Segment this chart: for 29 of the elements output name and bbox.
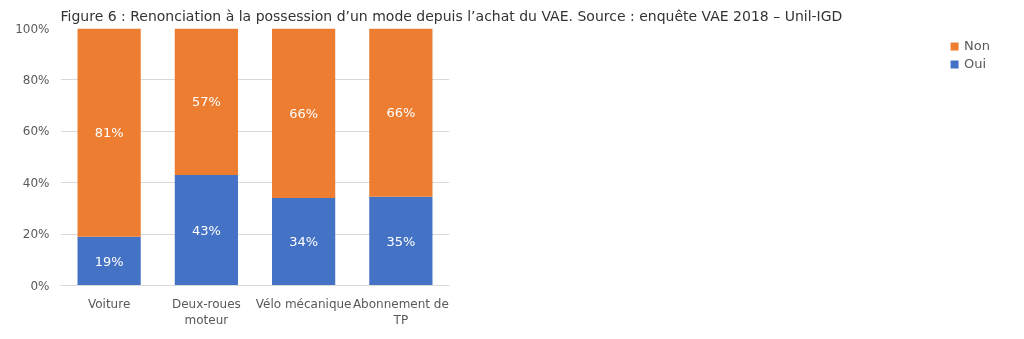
x-tick-label: Deux-roues moteur — [171, 296, 241, 328]
chart-title: Figure 6 : Renonciation à la possession d’un mode depuis l’achat du VAE. Source : enquête VAE 2018 – Unil-IGD — [60, 7, 843, 24]
text: 66% — [386, 105, 416, 121]
bar — [174, 174, 238, 286]
y-tick-label: 40% — [22, 175, 50, 190]
y-tick-label: 20% — [22, 227, 50, 242]
y-tick-label: 100% — [15, 21, 50, 36]
bar — [272, 198, 336, 286]
text: 34% — [289, 234, 319, 250]
x-tick-label: Voiture — [87, 296, 131, 311]
text: 57% — [191, 94, 221, 110]
x-tick-label: Abonnement de TP — [352, 296, 449, 328]
legend-label: Non — [964, 38, 990, 53]
legend-label: Oui — [964, 56, 987, 71]
text: 43% — [191, 222, 221, 238]
y-tick-label: 0% — [30, 278, 50, 293]
y-tick-label: 60% — [22, 124, 50, 139]
x-tick-label: Vélo mécanique — [255, 296, 352, 311]
text: 66% — [289, 105, 319, 121]
y-tick-label: 80% — [22, 72, 50, 87]
text: 81% — [94, 125, 124, 141]
bar — [272, 28, 336, 199]
text: 35% — [386, 233, 416, 249]
bar — [77, 236, 141, 286]
bar — [77, 28, 141, 237]
text: 19% — [94, 253, 124, 269]
bar — [369, 196, 433, 286]
bar — [174, 28, 238, 175]
bar — [369, 28, 433, 197]
